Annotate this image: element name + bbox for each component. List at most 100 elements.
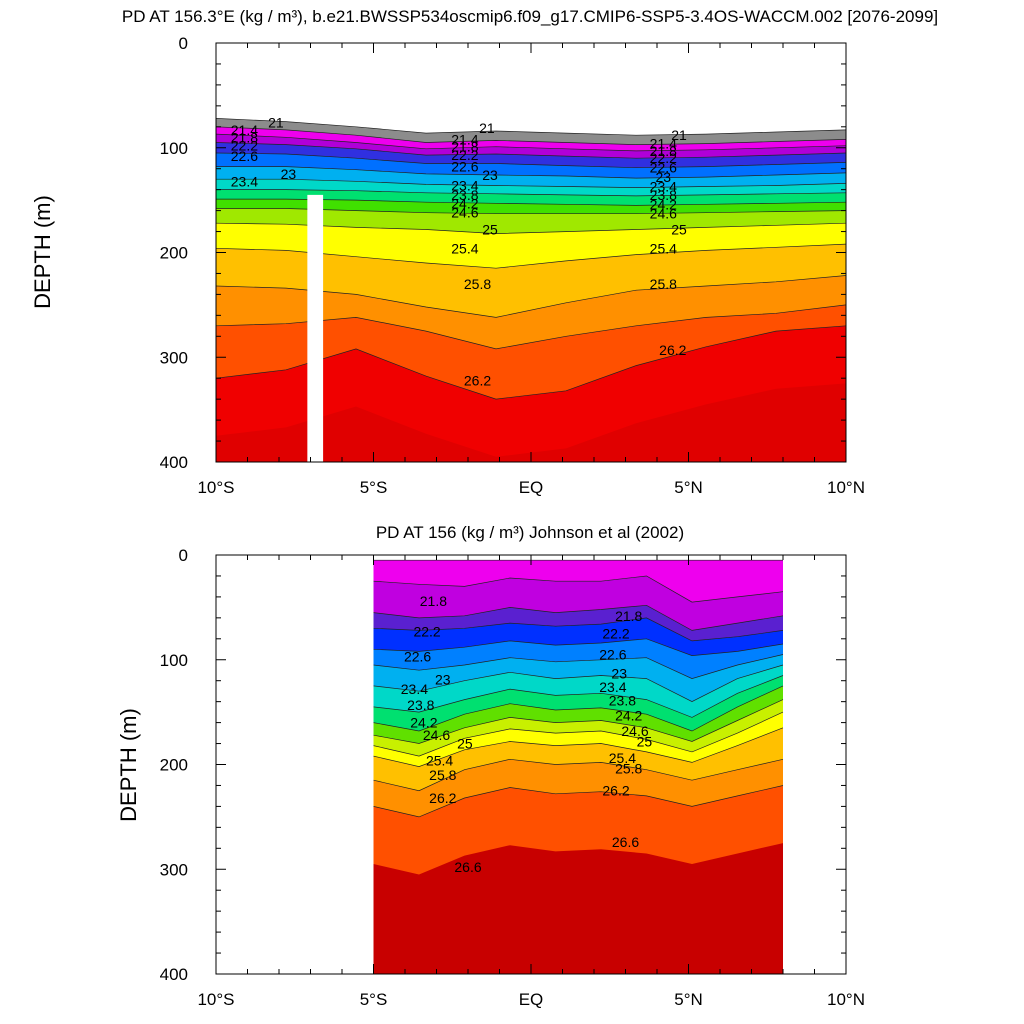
contour-label: 22.2 [413,624,440,640]
contour-band-23-8 [216,179,846,196]
contour-label: 21.4 [451,131,478,147]
contour-line-21-8 [373,575,784,603]
contour-label: 21.4 [231,122,258,138]
contour-band-24-6 [216,199,846,214]
contour-line-24-2 [373,675,784,718]
contour-band-24-2 [216,189,846,206]
top-panel: PD AT 156.3°E (kg / m³), b.e21.BWSSP534o… [30,7,938,497]
contour-band-22-2 [216,134,846,159]
x-tick-label: 5°N [674,990,703,1009]
contour-line-22-2 [373,604,784,631]
y-tick-label: 200 [160,756,188,775]
contour-label: 25.4 [426,752,453,768]
bottom-panel-title: PD AT 156 (kg / m³) Johnson et al (2002) [376,523,684,542]
contour-line-23 [216,166,846,179]
y-tick-label: 0 [179,34,188,53]
contour-label: 25.4 [650,240,677,256]
contour-label: 25.8 [650,276,677,292]
contour-label: 24.2 [410,715,437,731]
contour-line-22-6 [373,617,784,642]
contour-label: 24.2 [451,195,478,211]
contour-band-26-2 [216,275,846,349]
contour-label: 21.8 [451,139,478,155]
contour-fill-group [216,118,846,462]
contour-label: 22.6 [404,649,431,665]
contour-label: 23.4 [401,681,428,697]
contour-label: 22.2 [602,626,629,642]
contour-label: 22.6 [231,148,258,164]
x-tick-label: 5°N [674,478,703,497]
contour-line-21-4 [216,126,846,145]
contour-label: 26.2 [602,783,629,799]
contour-band-22-2 [373,576,783,631]
contour-label: 23.4 [451,178,478,194]
contour-line-23-4 [216,178,846,188]
contour-line-23-8 [216,189,846,197]
contour-band-24-2 [373,665,783,718]
contour-label: 25.8 [615,761,642,777]
contour-label: 26.6 [454,859,481,875]
y-tick-label: 100 [160,139,188,158]
contour-line-21-8 [216,133,846,152]
y-tick-label: 200 [160,244,188,263]
contour-label: 23.8 [609,693,636,709]
top-panel-title: PD AT 156.3°E (kg / m³), b.e21.BWSSP534o… [122,7,938,26]
contour-line-22-6 [216,152,846,169]
x-tick-label: 5°S [360,478,388,497]
contour-label: 24.6 [621,723,648,739]
contour-label: 25 [482,222,498,238]
x-tick-label: 5°S [360,990,388,1009]
contour-band-25 [373,685,783,744]
contour-line-23-8 [373,664,784,702]
x-tick-label: 10°S [197,990,234,1009]
bottom-panel: PD AT 156 (kg / m³) Johnson et al (2002)… [116,523,865,1009]
y-tick-label: 400 [160,965,188,984]
contour-label: 22.2 [451,147,478,163]
y-tick-label: 300 [160,860,188,879]
contour-band-25-4 [373,699,783,757]
contour-line-22-2 [216,142,846,159]
contour-band-26-2 [373,727,783,791]
contour-label: 25.4 [451,240,478,256]
bottom-panel-y-axis-label: DEPTH (m) [116,708,141,822]
contour-line-21 [216,118,846,136]
contour-label: 23.4 [599,679,626,695]
contour-label: 23 [482,167,498,183]
contour-label: 26.2 [659,342,686,358]
contour-band-26-6 [373,759,783,817]
contour-band-deep [216,383,846,462]
contour-label: 21.8 [231,129,258,145]
contour-band-23-4 [216,166,846,188]
contour-label: 24.6 [423,727,450,743]
x-tick-label: EQ [519,478,544,497]
contour-label: 23 [281,166,297,182]
contour-label: 25.8 [464,276,491,292]
contour-band-21-4 [216,118,846,145]
contour-label: 23.4 [231,173,258,189]
contour-label: 21.4 [650,136,677,152]
contour-label: 23 [435,672,451,688]
contour-label: 23.8 [407,697,434,713]
contour-label: 23 [656,169,672,185]
missing-data-region [307,194,324,462]
contour-label: 23.8 [451,187,478,203]
contour-line-24-6 [373,685,784,732]
contour-band-21-8 [216,126,846,151]
x-tick-label: 10°N [827,478,865,497]
contour-label: 21.8 [420,593,447,609]
contour-line-23-4 [373,654,784,679]
y-tick-label: 0 [179,546,188,565]
contour-label: 25.4 [609,750,636,766]
contour-line-26-6 [373,785,784,818]
contour-line-25 [373,699,784,744]
contour-band-deep [373,843,783,974]
contour-band-25 [216,208,846,234]
contour-band-24-6 [373,675,783,731]
contour-label: 21.8 [650,143,677,159]
contour-label: 24.6 [451,205,478,221]
contour-band-25-8 [216,244,846,318]
contour-label: 23.4 [650,179,677,195]
contour-label: 23 [611,665,627,681]
contour-label: 22.6 [650,160,677,176]
contour-label: 26.2 [429,790,456,806]
